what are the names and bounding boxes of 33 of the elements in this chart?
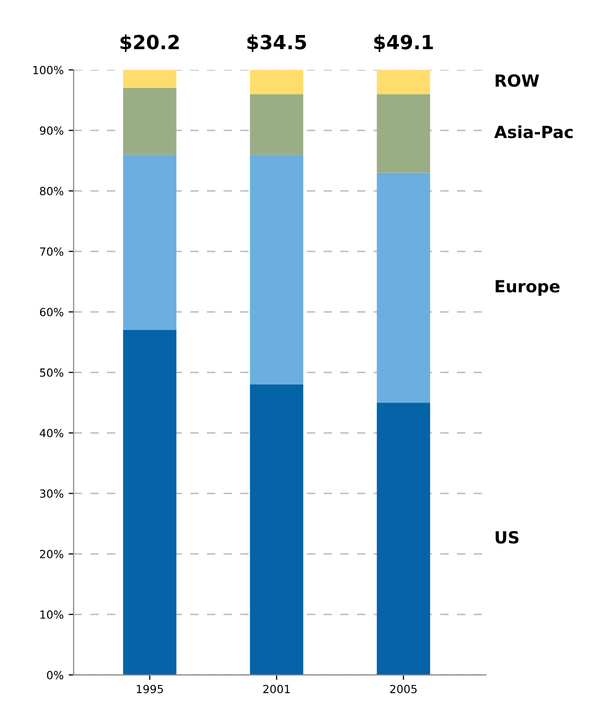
x-tick-label: 2005 xyxy=(390,684,417,694)
bar xyxy=(376,94,430,173)
y-tick-label: 90% xyxy=(40,126,64,135)
y-tick-label: 70% xyxy=(40,247,64,256)
bar xyxy=(250,154,304,385)
text: Asia-Pac xyxy=(494,125,573,138)
y-tick-label: 10% xyxy=(40,610,64,619)
bar xyxy=(123,154,176,330)
annotation: $20.2 xyxy=(120,34,179,52)
x-tick-label: 1995 xyxy=(136,684,163,694)
bar xyxy=(376,172,430,403)
text: US xyxy=(496,531,518,544)
x-tick-label: 2001 xyxy=(263,684,290,694)
y-tick-label: 60% xyxy=(40,308,64,316)
annotation: $49.1 xyxy=(374,34,433,52)
text: Europe xyxy=(496,280,560,296)
bar xyxy=(250,70,304,94)
y-tick-label: 100% xyxy=(33,66,64,74)
bar xyxy=(376,402,430,675)
bar xyxy=(123,88,176,155)
y-tick-label: 20% xyxy=(40,550,64,558)
y-tick-label: 40% xyxy=(40,428,64,438)
bar xyxy=(250,384,304,675)
y-tick-label: 30% xyxy=(40,489,64,498)
bar xyxy=(250,94,304,155)
y-tick-label: 80% xyxy=(40,186,64,196)
bar xyxy=(123,330,176,675)
bar xyxy=(376,70,430,94)
y-tick-label: 0% xyxy=(47,670,64,680)
annotation: $34.5 xyxy=(247,34,306,52)
y-tick-label: 50% xyxy=(40,368,64,377)
bar xyxy=(123,70,176,88)
text: ROW xyxy=(496,74,540,87)
